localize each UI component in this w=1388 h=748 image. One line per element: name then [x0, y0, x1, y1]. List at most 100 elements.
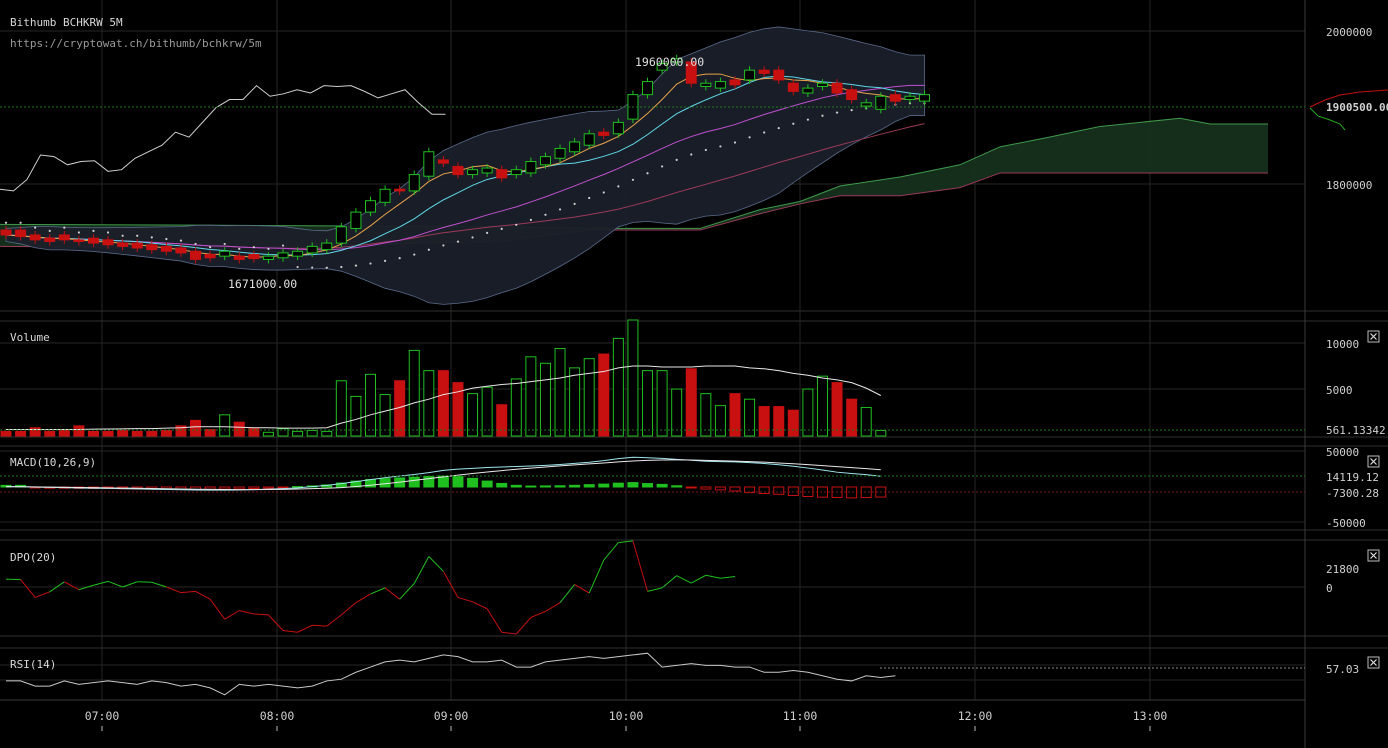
dpo-segment	[49, 581, 65, 593]
sar-dot	[777, 126, 780, 130]
sar-dot	[238, 247, 241, 250]
sar-dot	[252, 246, 255, 249]
sar-dot	[19, 221, 22, 224]
sar-dot	[427, 248, 430, 251]
volume-bar	[525, 356, 537, 437]
sar-dot	[617, 185, 620, 188]
volume-tick-5000: 5000	[1326, 384, 1353, 397]
dpo-segment	[384, 587, 400, 600]
macd-histogram-bar	[729, 486, 741, 492]
candle	[175, 247, 187, 254]
sar-dot	[763, 131, 766, 134]
dpo-segment	[691, 574, 707, 584]
dpo-segment	[661, 575, 678, 589]
rsi-line	[6, 652, 896, 696]
sar-dot	[806, 118, 810, 121]
chart-title: Bithumb BCHKRW 5M	[10, 16, 123, 29]
volume-bar	[175, 425, 187, 437]
dpo-segment	[151, 581, 167, 588]
sar-dot	[165, 237, 168, 241]
macd-histogram-bar	[787, 486, 799, 497]
sar-dot	[48, 229, 51, 232]
dpo-segment	[545, 602, 561, 612]
time-tick-label: 12:00	[958, 709, 993, 723]
candle	[875, 95, 887, 110]
time-tick-label: 08:00	[260, 709, 295, 723]
candle	[554, 147, 566, 159]
close-dpo-button[interactable]	[1367, 549, 1380, 562]
volume-bar	[408, 349, 420, 437]
macd-histogram-bar	[379, 478, 391, 488]
parabolic-sar	[4, 102, 926, 269]
close-macd-button[interactable]	[1367, 455, 1380, 468]
candle	[860, 102, 872, 107]
macd-panel: MACD(10,26,9)	[0, 456, 1305, 499]
candle	[787, 82, 799, 92]
dpo-segment	[209, 598, 226, 620]
candle	[306, 245, 318, 254]
close-volume-button[interactable]	[1367, 330, 1380, 343]
sar-dot	[281, 244, 285, 247]
sar-dot	[34, 226, 37, 229]
volume-bar	[583, 358, 595, 437]
macd-histogram-bar	[496, 482, 508, 488]
dpo-segment	[268, 614, 284, 631]
volume-bar	[496, 404, 508, 437]
sar-dot	[413, 253, 416, 256]
sar-dot	[704, 148, 707, 152]
macd-histogram-bar	[656, 483, 668, 488]
candle	[744, 69, 756, 81]
macd-histogram-bar	[335, 482, 347, 488]
candle	[452, 165, 464, 176]
dpo-segment	[588, 559, 605, 594]
candle	[919, 94, 931, 102]
close-rsi-button[interactable]	[1367, 656, 1380, 669]
dpo-segment	[530, 610, 546, 618]
volume-bar	[117, 429, 129, 437]
candle	[379, 188, 391, 203]
volume-bar	[365, 373, 376, 437]
sar-dot	[121, 234, 124, 237]
candle	[146, 244, 158, 251]
dpo-segment	[107, 580, 123, 588]
dpo-segment	[442, 571, 459, 598]
macd-histogram-bar	[569, 484, 581, 488]
volume-bar	[292, 430, 304, 437]
dpo-segment	[720, 576, 736, 579]
sar-dot	[733, 141, 737, 144]
dpo-segment	[559, 584, 576, 603]
dpo-panel: DPO(20)	[5, 540, 736, 635]
candle	[394, 188, 406, 192]
macd-histogram-bar	[262, 486, 274, 489]
candle	[831, 82, 843, 94]
sar-dot	[63, 226, 66, 229]
dpo-segment	[253, 613, 269, 616]
bollinger-bands	[5, 26, 925, 305]
sar-dot	[558, 208, 562, 211]
candle	[569, 141, 581, 153]
volume-bar	[539, 362, 551, 437]
macd-histogram-bar	[671, 485, 683, 488]
sar-dot	[354, 264, 358, 267]
sma-slow-line	[5, 84, 925, 251]
candlesticks	[0, 54, 931, 264]
dpo-segment	[195, 590, 211, 600]
sar-dot	[471, 236, 474, 239]
macd-histogram-bar	[233, 486, 245, 490]
volume-bar	[642, 370, 654, 437]
volume-bar	[277, 428, 289, 437]
candle	[846, 89, 858, 101]
high-annotation: 1960000.00	[635, 55, 704, 69]
macd-line	[6, 456, 881, 491]
macd-histogram-bar	[700, 486, 712, 490]
macd-histogram-bar	[554, 485, 566, 488]
candle	[73, 239, 85, 242]
sar-dot	[486, 231, 489, 234]
volume-bar	[554, 348, 566, 437]
time-axis: 07:00 08:00 09:00 10:00 11:00 12:00 13:00	[85, 709, 1167, 731]
sar-dot	[850, 109, 853, 112]
candle	[525, 161, 537, 174]
volume-bar	[773, 406, 785, 437]
candle	[292, 250, 304, 257]
